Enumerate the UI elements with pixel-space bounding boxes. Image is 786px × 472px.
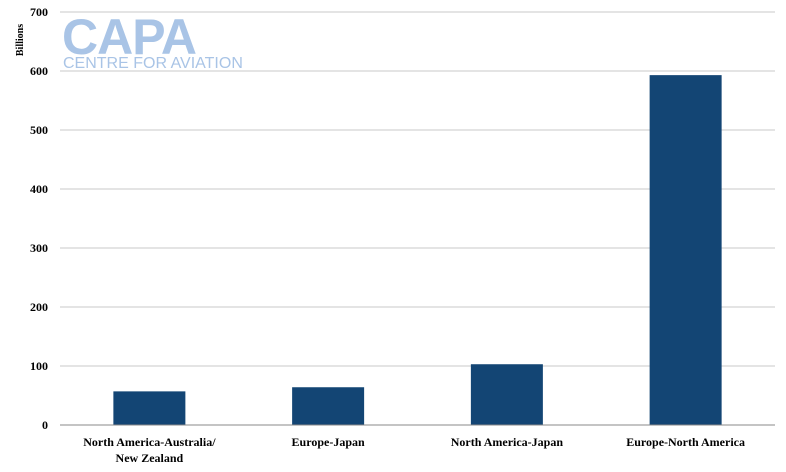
y-axis-label: Billions xyxy=(15,24,26,56)
capa-logo: CAPA CENTRE FOR AVIATION xyxy=(62,9,243,72)
x-tick-label: Europe-Japan xyxy=(292,435,365,449)
y-tick-label: 700 xyxy=(30,5,48,19)
y-tick-label: 400 xyxy=(30,182,48,196)
x-tick-label: North America-Australia/ xyxy=(83,435,216,449)
y-tick-label: 0 xyxy=(42,418,48,432)
y-tick-label: 200 xyxy=(30,300,48,314)
bar xyxy=(113,391,186,425)
y-axis-ticks: 0 100 200 300 400 500 600 700 xyxy=(30,5,48,432)
x-axis-ticks: North America-Australia/New Zealand Europ… xyxy=(83,435,745,465)
bar xyxy=(470,364,543,425)
logo-subtitle: CENTRE FOR AVIATION xyxy=(63,55,243,72)
y-tick-label: 500 xyxy=(30,123,48,137)
x-tick-label: North America-Japan xyxy=(451,435,564,449)
bars xyxy=(113,75,722,425)
x-tick-label: New Zealand xyxy=(116,451,184,465)
logo-wordmark: CAPA xyxy=(62,9,196,65)
y-tick-label: 300 xyxy=(30,241,48,255)
y-tick-label: 600 xyxy=(30,64,48,78)
x-tick-label: Europe-North America xyxy=(626,435,745,449)
gridlines xyxy=(60,11,775,367)
bar xyxy=(649,75,722,425)
bar xyxy=(292,387,365,425)
y-tick-label: 100 xyxy=(30,359,48,373)
